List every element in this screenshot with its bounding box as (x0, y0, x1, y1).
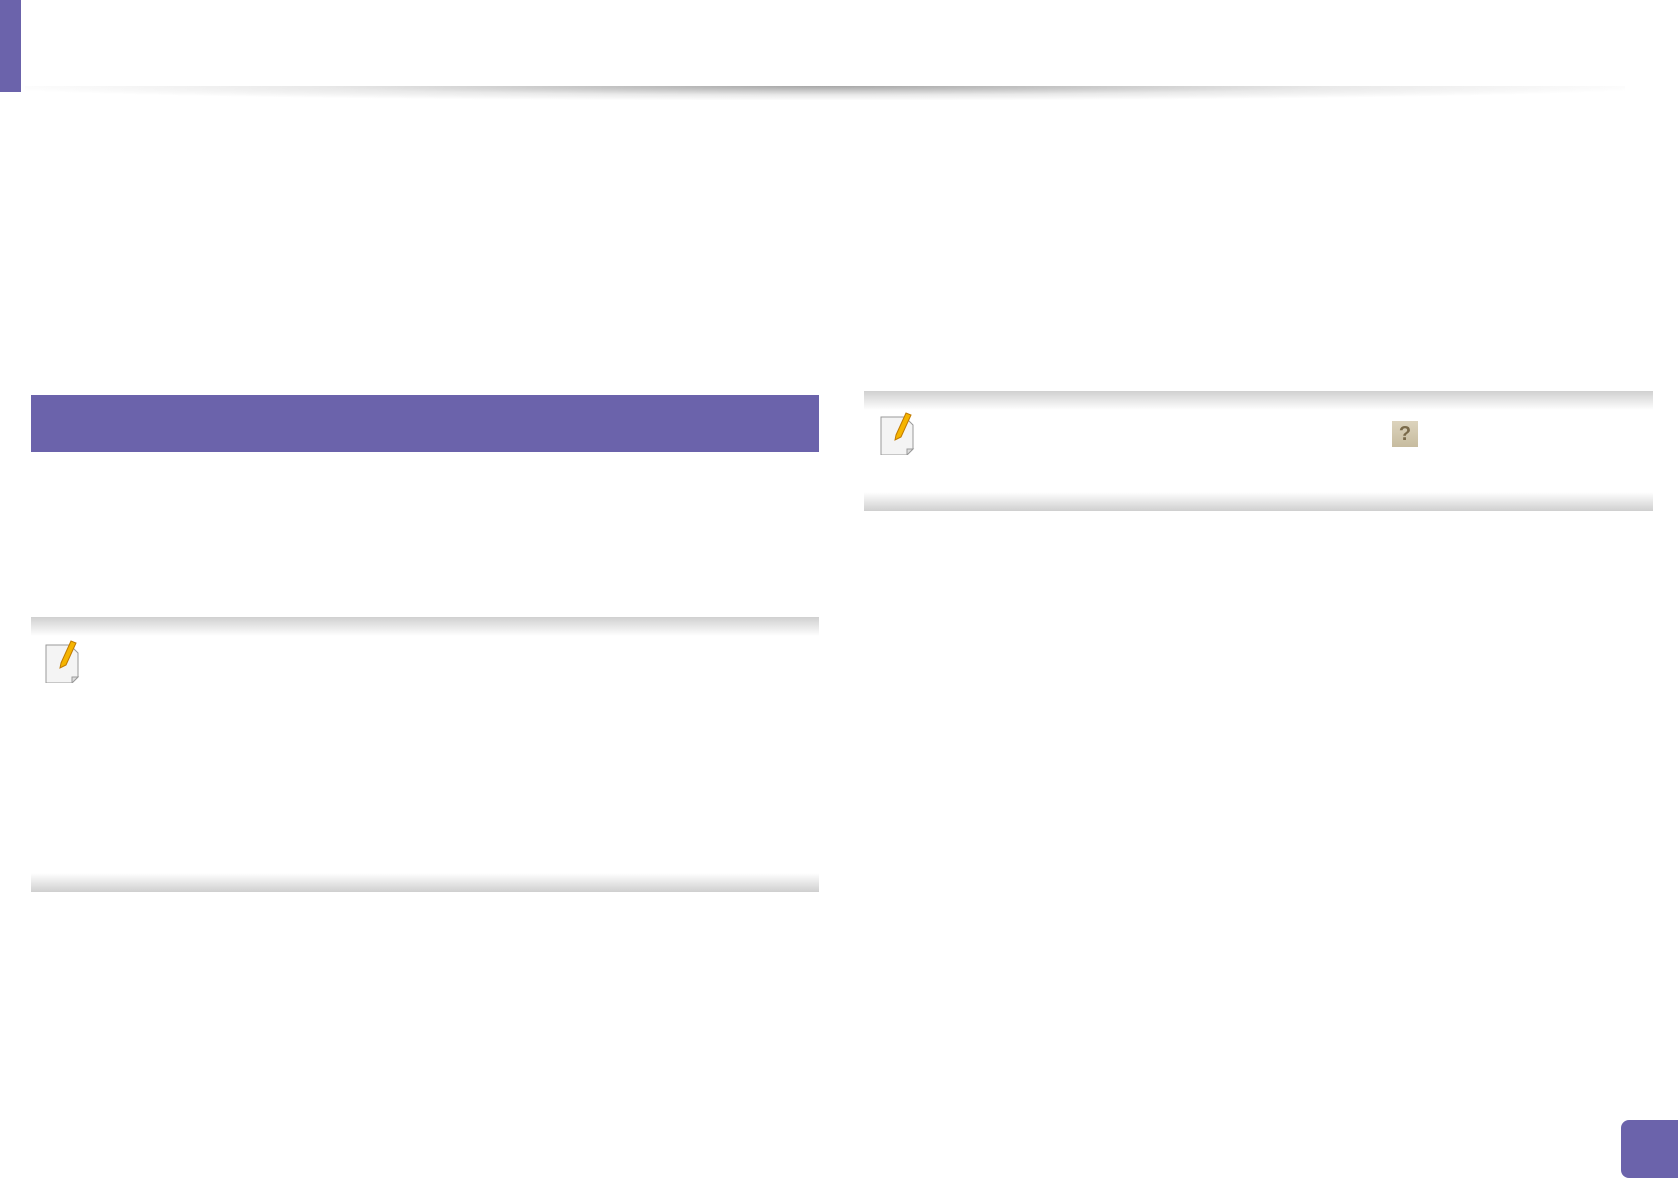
note-pencil-icon (45, 640, 80, 683)
note-pencil-icon (880, 412, 915, 455)
header-divider (25, 86, 1625, 100)
note-box-right: ? (864, 391, 1653, 511)
note-top-border (864, 391, 1653, 410)
note-bottom-border (31, 873, 819, 892)
note-bottom-border (864, 492, 1653, 511)
section-heading-bar (31, 395, 819, 452)
note-box-left (31, 617, 819, 892)
chapter-tab (0, 0, 21, 92)
page-number-badge (1621, 1120, 1678, 1178)
note-top-border (31, 617, 819, 636)
help-icon: ? (1392, 421, 1418, 447)
